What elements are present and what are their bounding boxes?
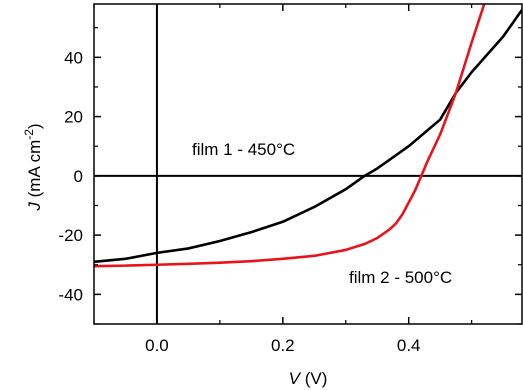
annotation-film-1: film 1 - 450°C [192, 140, 295, 159]
y-tick-label: -40 [58, 285, 83, 304]
series-group [94, 4, 522, 268]
y-tick-label: 20 [64, 108, 83, 127]
x-axis-title: V (V) [289, 369, 328, 388]
reference-lines [94, 4, 522, 324]
y-tick-label: -20 [58, 226, 83, 245]
ticks: 0.0 0.2 0.4 -40 -20 0 20 40 [58, 4, 522, 355]
series-line-2 [94, 4, 486, 268]
x-tick-label: 0.4 [397, 336, 421, 355]
series-line-1 [94, 8, 522, 264]
y-axis-title: J (mA cm-2) [22, 123, 44, 211]
y-tick-label: 0 [74, 167, 83, 186]
plot-frame [93, 3, 523, 325]
annotation-film-2: film 2 - 500°C [349, 268, 452, 287]
x-tick-label: 0.0 [145, 336, 169, 355]
y-tick-label: 40 [64, 48, 83, 67]
x-tick-label: 0.2 [271, 336, 295, 355]
